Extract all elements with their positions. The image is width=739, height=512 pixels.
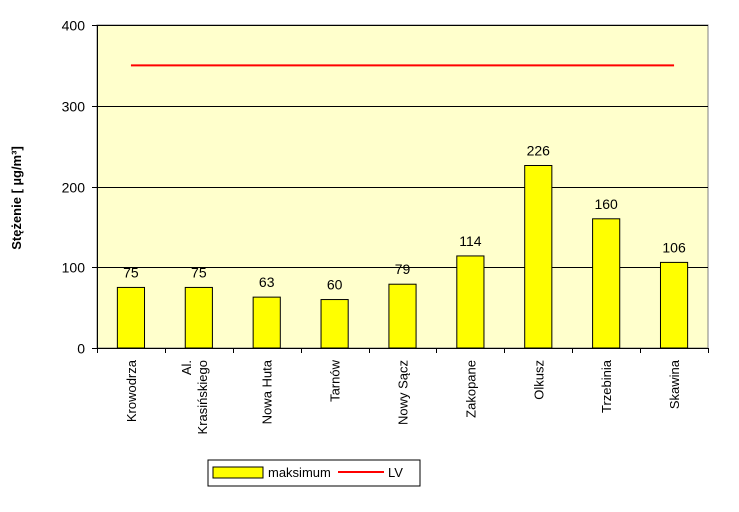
y-tick-label: 400: [62, 18, 86, 34]
legend-swatch-maksimum: [212, 466, 264, 479]
bar-zakopane: [456, 255, 485, 349]
data-label: 79: [395, 261, 411, 277]
bar-olkusz: [524, 165, 553, 349]
legend-label-maksimum: maksimum: [268, 465, 331, 480]
data-label: 63: [259, 274, 275, 290]
data-label: 60: [327, 277, 343, 293]
x-tick-label-line: Al.: [179, 360, 194, 375]
data-label: 160: [594, 196, 618, 212]
x-tick-label: Krowodrza: [124, 359, 139, 422]
data-label: 106: [662, 239, 686, 255]
data-label: 75: [191, 264, 207, 280]
x-tick-label: Al. Krasińskiego: [179, 360, 210, 434]
y-axis-title: Stężenie [ µg/m³]: [9, 146, 24, 250]
bar-trzebinia: [592, 218, 621, 349]
y-tick-label: 100: [62, 260, 86, 276]
bar-nowy-sącz: [388, 283, 417, 349]
bar-tarnów: [320, 299, 349, 349]
x-tick-label: Tarnów: [328, 359, 343, 402]
legend-label-lv: LV: [388, 465, 403, 480]
y-tick-label: 0: [77, 341, 85, 357]
x-tick-label: Skawina: [667, 359, 682, 409]
bar-nowa-huta: [252, 296, 281, 349]
data-label: 226: [527, 143, 551, 159]
bar-al-krasińskiego: [184, 286, 213, 349]
x-tick-label: Nowy Sącz: [396, 360, 411, 425]
bar-krowodrza: [116, 286, 146, 349]
data-label: 114: [459, 233, 482, 249]
y-tick-label: 200: [62, 180, 86, 196]
y-tick-label: 300: [62, 99, 86, 115]
x-tick-label: Zakopane: [463, 360, 478, 418]
data-label: 75: [123, 264, 139, 280]
x-tick-label: Nowa Huta: [260, 359, 275, 424]
legend: maksimum LV: [207, 459, 421, 487]
bar-skawina: [659, 261, 689, 349]
x-tick-label: Trzebinia: [599, 359, 614, 413]
x-tick-label: Olkusz: [531, 360, 546, 400]
x-tick-label-line: Krasińskiego: [195, 360, 210, 434]
